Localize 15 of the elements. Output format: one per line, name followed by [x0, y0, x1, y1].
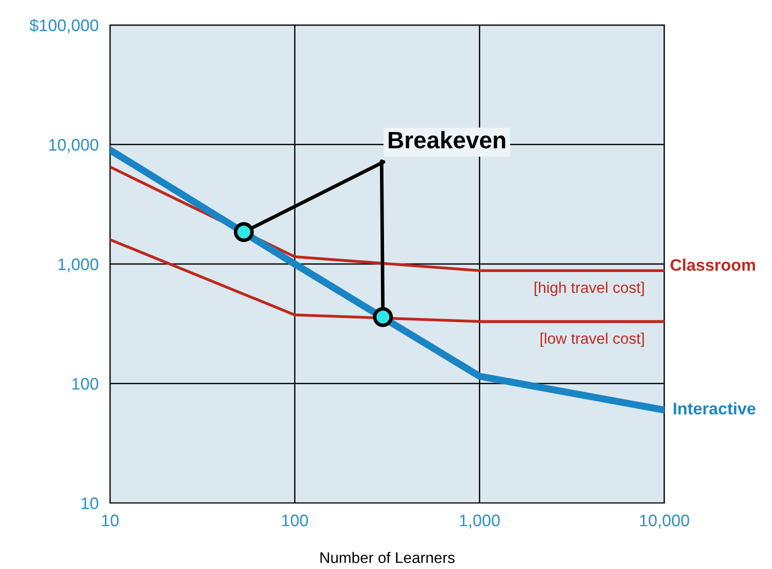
- series-label: [high travel cost]: [534, 282, 644, 296]
- x-tick-label: 100: [282, 514, 308, 526]
- y-tick-label: 10,000: [49, 138, 98, 153]
- y-tick-label: 10: [82, 497, 98, 510]
- series-label: Interactive: [674, 402, 756, 414]
- annotation: Breakeven: [388, 131, 506, 148]
- x-tick-label: 10: [102, 514, 119, 526]
- x-tick-label: 1,000: [460, 514, 500, 528]
- y-tick-label: 1,000: [58, 258, 98, 272]
- x-tick-label: 10,000: [640, 514, 690, 528]
- x-axis-title: Number of Learners: [320, 552, 455, 564]
- text: Classroom: [670, 258, 755, 271]
- series-label: [low travel cost]: [540, 332, 644, 347]
- y-tick-label: 100: [72, 378, 98, 390]
- y-tick-label: $100,000: [30, 18, 98, 34]
